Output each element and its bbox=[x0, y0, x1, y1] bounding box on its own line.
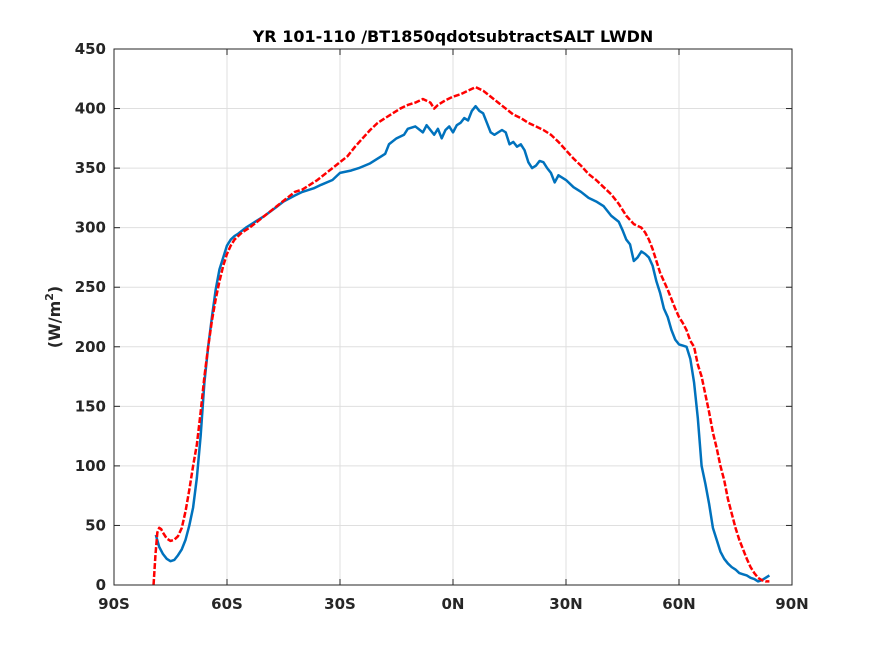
series-line-2 bbox=[152, 85, 770, 586]
x-tick-label: 30S bbox=[324, 595, 356, 613]
x-tick-label: 30N bbox=[549, 595, 582, 613]
series-line-1 bbox=[154, 104, 771, 583]
y-tick-label: 100 bbox=[75, 457, 106, 475]
y-axis: 0 50 100 150 200 250 300 350 400 450 bbox=[75, 40, 792, 594]
y-axis-label-close: ) bbox=[45, 286, 64, 293]
chart-title: YR 101-110 /BT1850qdotsubtractSALT LWDN bbox=[252, 27, 654, 46]
y-tick-label: 250 bbox=[75, 278, 106, 296]
y-axis-label: (W/m2) bbox=[43, 286, 64, 348]
y-tick-label: 0 bbox=[96, 576, 106, 594]
y-tick-label: 50 bbox=[85, 516, 106, 534]
y-tick-label: 300 bbox=[75, 219, 106, 237]
y-tick-label: 350 bbox=[75, 159, 106, 177]
y-tick-label: 450 bbox=[75, 40, 106, 58]
y-axis-label-superscript: 2 bbox=[43, 293, 56, 301]
y-tick-label: 200 bbox=[75, 338, 106, 356]
y-tick-label: 400 bbox=[75, 100, 106, 118]
y-tick-label: 150 bbox=[75, 397, 106, 415]
x-axis: 90S 60S 30S 0N 30N 60N 90N bbox=[98, 49, 809, 613]
x-tick-label: 90N bbox=[775, 595, 808, 613]
x-tick-label: 60S bbox=[211, 595, 243, 613]
series-layer bbox=[152, 85, 771, 586]
x-tick-label: 0N bbox=[442, 595, 465, 613]
x-tick-label: 60N bbox=[662, 595, 695, 613]
y-axis-label-main: (W/m bbox=[45, 301, 64, 348]
x-tick-label: 90S bbox=[98, 595, 130, 613]
